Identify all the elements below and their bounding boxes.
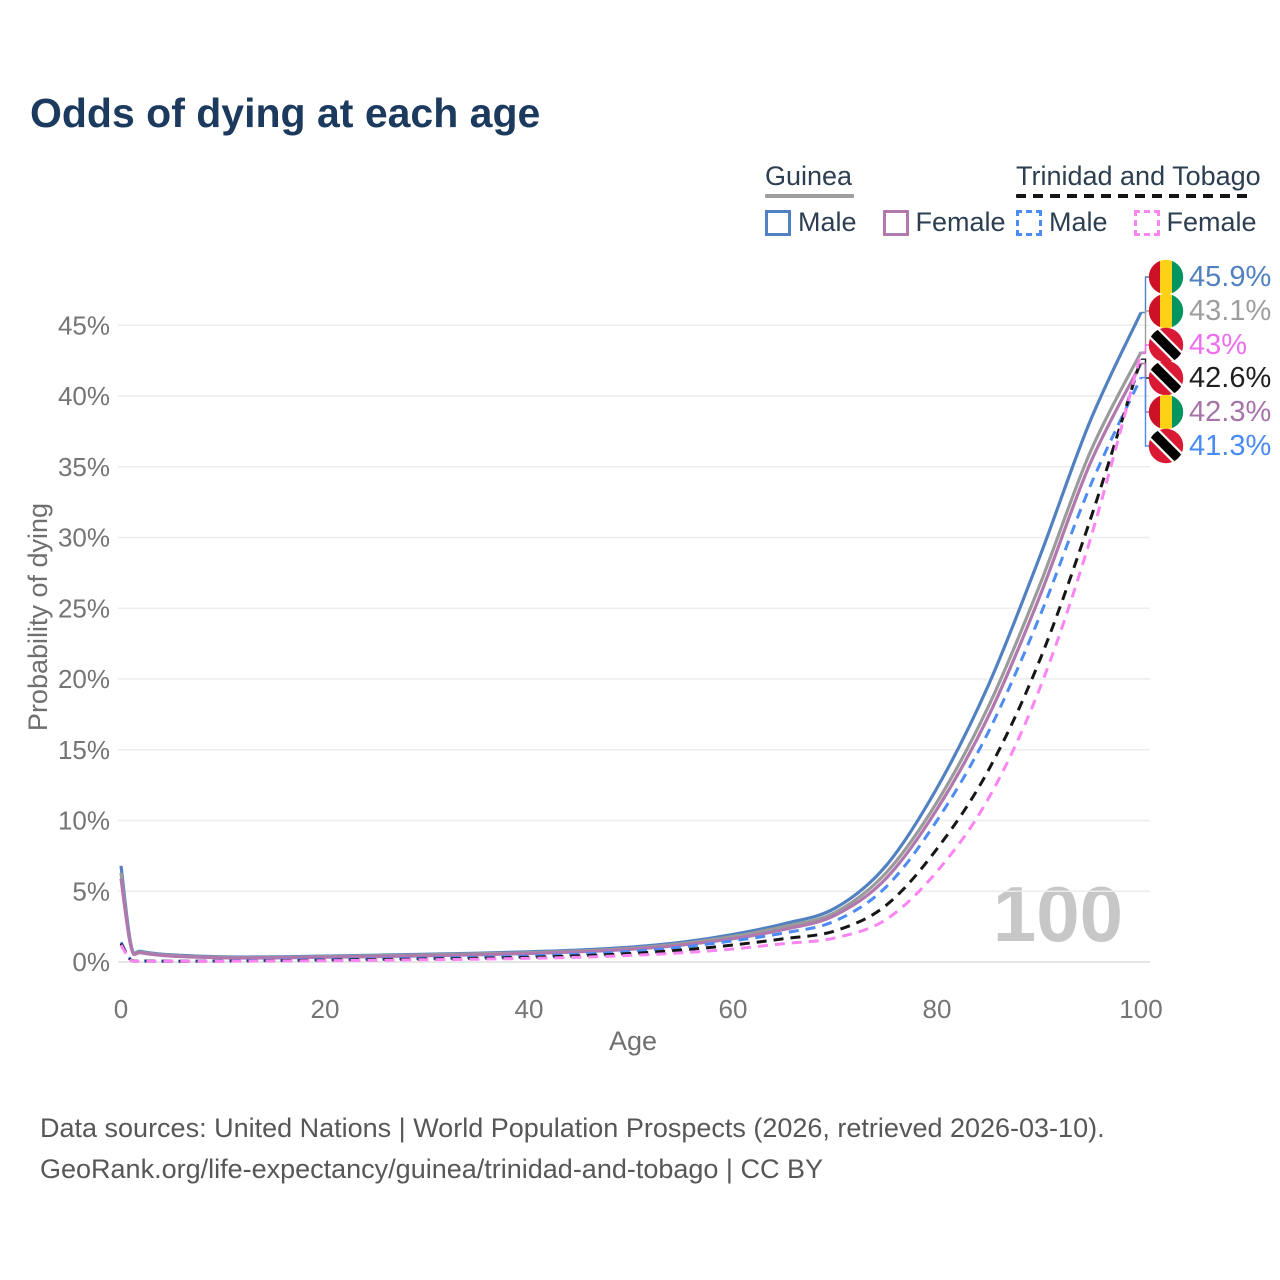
chart-title: Odds of dying at each age <box>30 90 541 136</box>
x-tick-label: 80 <box>923 994 952 1024</box>
leader-line-guinea_both <box>1141 310 1149 353</box>
guinea-flag-icon <box>1148 259 1184 295</box>
tt-male-swatch-icon <box>1016 209 1042 236</box>
legend-label: Female <box>1166 207 1257 237</box>
y-tick-label: 25% <box>58 593 110 623</box>
legend-label: Male <box>798 207 857 237</box>
guinea-female-swatch-icon <box>882 209 909 236</box>
y-axis-title: Probability of dying <box>23 503 53 731</box>
guinea-flag-icon <box>1148 293 1184 329</box>
plot-area: 100 0% 5% 10% 15% 20% 25% 30% 35% 40% 45% 0 20 40 60 80… <box>23 276 1163 1056</box>
x-axis-title: Age <box>609 1026 657 1056</box>
x-tick-label: 40 <box>515 994 544 1024</box>
trinidad-flag-icon <box>1148 360 1184 396</box>
end-label-guinea-female: 42.3% <box>1148 394 1271 430</box>
end-label-guinea-male: 45.9% <box>1148 259 1271 295</box>
series-line-tt_male <box>119 376 1143 963</box>
x-tick-label: 0 <box>114 994 128 1024</box>
y-tick-label: 10% <box>58 806 110 836</box>
y-tick-label: 5% <box>72 876 110 906</box>
end-label-value: 42.3% <box>1189 395 1272 428</box>
footer: Data sources: United Nations | World Pop… <box>40 1108 1105 1190</box>
x-tick-label: 60 <box>719 994 748 1024</box>
tt-female-swatch-icon <box>1133 209 1160 236</box>
data-sources-line: Data sources: United Nations | World Pop… <box>40 1113 1105 1143</box>
x-tick-label: 100 <box>1119 994 1162 1024</box>
legend-group-trinidad-and-tobago: Trinidad and Tobago Male Female <box>1016 162 1261 238</box>
legend-title-trinidad-and-tobago: Trinidad and Tobago <box>1016 161 1261 191</box>
end-label-value: 42.6% <box>1189 361 1272 394</box>
end-label-value: 43% <box>1189 328 1248 361</box>
trinidad-flag-icon <box>1148 428 1184 464</box>
guinea-flag-icon <box>1148 394 1184 430</box>
trinidad-flag-icon <box>1148 327 1184 363</box>
legend-item-tt-female[interactable]: Female <box>1133 207 1257 238</box>
leader-line-guinea_male <box>1141 276 1149 314</box>
y-tick-label: 0% <box>72 947 110 977</box>
legend-label: Female <box>915 207 1006 237</box>
legend-item-guinea-male[interactable]: Male <box>765 207 857 238</box>
y-tick-label: 45% <box>58 310 110 340</box>
end-label-value: 43.1% <box>1189 294 1272 327</box>
legend-item-guinea-female[interactable]: Female <box>882 207 1006 238</box>
legend-title-guinea: Guinea <box>765 161 853 191</box>
guinea-male-swatch-icon <box>765 209 791 236</box>
end-label-guinea-both: 43.1% <box>1148 293 1271 329</box>
end-label-value: 45.9% <box>1189 260 1272 293</box>
end-label-value: 41.3% <box>1189 429 1272 462</box>
trinidad-line-style-swatch <box>1016 194 1249 198</box>
series-line-tt_both <box>119 358 1143 963</box>
y-tick-label: 30% <box>58 523 110 553</box>
leader-line-tt_male <box>1141 376 1149 447</box>
attribution-line: GeoRank.org/life-expectancy/guinea/trini… <box>40 1154 823 1184</box>
leader-line-tt_female <box>1141 344 1149 355</box>
end-label-tt-female: 43% <box>1148 327 1247 363</box>
legend-group-guinea: Guinea Male Female <box>765 162 1006 238</box>
series-line-guinea_both <box>119 351 1143 960</box>
x-tick-label: 20 <box>311 994 340 1024</box>
series-line-guinea_male <box>119 311 1143 959</box>
legend-label: Male <box>1049 207 1108 237</box>
end-label-tt-both: 42.6% <box>1148 360 1271 396</box>
series-line-tt_female <box>119 353 1143 963</box>
y-tick-label: 35% <box>58 452 110 482</box>
end-label-tt-male: 41.3% <box>1148 428 1271 464</box>
y-tick-label: 15% <box>58 735 110 765</box>
guinea-line-style-swatch <box>765 194 854 198</box>
series-line-guinea_female <box>119 362 1143 960</box>
watermark-age-counter: 100 <box>993 870 1123 958</box>
y-tick-label: 20% <box>58 664 110 694</box>
legend-item-tt-male[interactable]: Male <box>1016 207 1108 238</box>
y-tick-label: 40% <box>58 381 110 411</box>
